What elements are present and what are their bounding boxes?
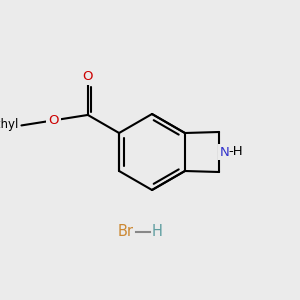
Text: -H: -H [228, 145, 243, 158]
Text: H: H [152, 224, 163, 239]
Text: O: O [48, 114, 59, 127]
Text: methyl: methyl [0, 118, 20, 131]
Text: Br: Br [118, 224, 134, 239]
Text: N: N [220, 146, 230, 158]
Text: O: O [82, 70, 93, 83]
